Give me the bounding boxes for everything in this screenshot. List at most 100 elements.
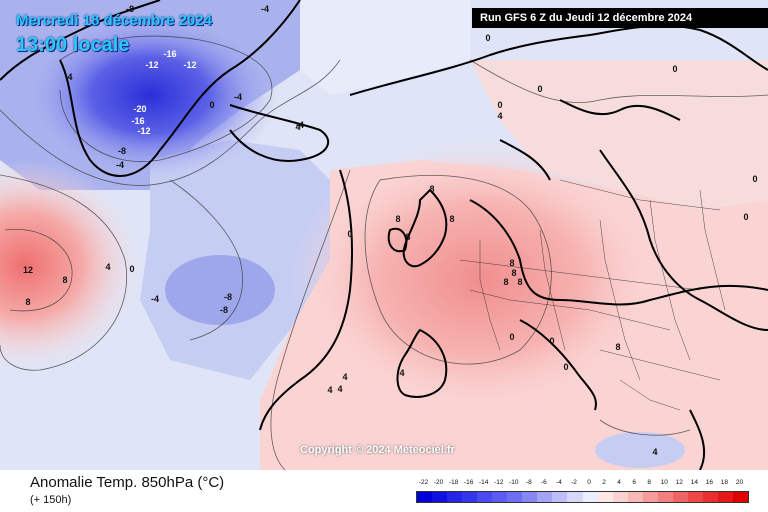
country-borders — [459, 179, 726, 411]
contour-value-label: 8 — [449, 214, 454, 224]
color-scale-swatch — [477, 492, 493, 502]
contour-value-label: 8 — [62, 275, 67, 285]
cold-core-greenland — [20, 10, 280, 180]
contour-value-label: 0 — [743, 212, 748, 222]
contour-value-label: -4 — [116, 160, 124, 170]
copyright-notice: Copyright © 2024 Meteociel.fr — [300, 444, 455, 456]
contour-value-label: 0 — [672, 64, 677, 74]
cold-zone-north-east — [300, 0, 470, 95]
color-scale-label: 4 — [617, 479, 621, 486]
contour-value-label: -4 — [296, 120, 304, 130]
color-scale-label: 0 — [587, 479, 591, 486]
color-scale-label: -8 — [525, 479, 532, 486]
contour-value-label: 0 — [563, 362, 568, 372]
color-scale-label: -18 — [448, 479, 459, 486]
contour-value-label: 4 — [327, 385, 332, 395]
contour-value-label: 8 — [509, 258, 514, 268]
color-scale-label: 2 — [602, 479, 606, 486]
contour-value-label: 0 — [509, 332, 514, 342]
contour-value-labels: -8 -4-16-12 -12-20-16-12-8-4-40-404 04-8-8-… — [23, 4, 758, 457]
contour-value-label: 8 — [429, 184, 434, 194]
cold-patch-balkans — [595, 432, 685, 468]
color-scale-label: -16 — [463, 479, 474, 486]
color-scale-swatch — [717, 492, 734, 502]
contour-value-label: 4 — [105, 262, 110, 272]
contour-value-label: -12 — [183, 60, 196, 70]
color-scale-label: -22 — [418, 479, 429, 486]
contour-value-label: 0 — [209, 100, 214, 110]
contour-value-label: -8 — [118, 146, 126, 156]
color-scale-swatch — [582, 492, 599, 502]
contour-value-label: 8 — [511, 268, 516, 278]
color-scale-label: 12 — [675, 479, 683, 486]
contour-value-label: -12 — [137, 126, 150, 136]
contour-value-label: -8 — [126, 4, 134, 14]
color-scale-swatch — [417, 492, 433, 502]
contour-value-label: -4 — [234, 92, 242, 102]
color-scale-swatch — [672, 492, 689, 502]
contour-value-label: 8 — [517, 277, 522, 287]
color-scale-swatch — [687, 492, 704, 502]
contour-value-label: 0 — [485, 33, 490, 43]
contour-value-label: 8 — [405, 232, 410, 242]
contour-lines — [0, 35, 768, 470]
contour-value-label: 8 — [503, 277, 508, 287]
color-scale-label: 20 — [735, 479, 744, 486]
contour-value-label: -16 — [131, 116, 144, 126]
color-scale-label: -12 — [494, 479, 504, 486]
color-scale-swatch — [507, 492, 523, 502]
color-scale-label: 14 — [690, 479, 698, 486]
color-scale-label: 16 — [705, 479, 713, 486]
contour-value-label: 4 — [652, 447, 657, 457]
temperature-anomaly-map: -8 -4-16-12 -12-20-16-12-8-4-40-404 04-8-8-… — [0, 0, 768, 470]
legend-bar: Anomalie Temp. 850hPa (°C) (+ 150h) -22-… — [0, 470, 768, 512]
contour-value-label: 0 — [752, 174, 757, 184]
forecast-date: Mercredi 18 décembre 2024 — [16, 12, 212, 29]
color-scale-swatch — [627, 492, 644, 502]
color-scale-swatch — [537, 492, 553, 502]
contour-value-label: 0 — [537, 84, 542, 94]
contour-value-label: 4 — [399, 368, 404, 378]
contour-value-label: 8 — [395, 214, 400, 224]
contour-value-label: 0 — [129, 264, 134, 274]
warm-zone-northeast — [470, 60, 768, 210]
color-scale-swatch — [657, 492, 674, 502]
map-title: Anomalie Temp. 850hPa (°C) — [30, 474, 225, 491]
color-scale-swatch — [642, 492, 659, 502]
contour-value-label: -16 — [163, 49, 176, 59]
color-scale-swatch — [732, 492, 749, 502]
color-scale-ticks: -22 -20 -18 -16 -14 -12 -10 -8 -6 -4 -2 0 2 4 6 8 10 12 14… — [416, 479, 749, 490]
color-scale — [416, 491, 749, 503]
color-scale-swatch — [702, 492, 719, 502]
forecast-lead-time: (+ 150h) — [30, 494, 72, 506]
color-scale-label: 6 — [632, 479, 636, 486]
color-scale-label: 10 — [660, 479, 668, 486]
model-run-banner: Run GFS 6 Z du Jeudi 12 décembre 2024 — [472, 8, 768, 28]
color-scale-swatch — [597, 492, 614, 502]
color-scale-label: -6 — [540, 479, 547, 486]
contour-value-label: 0 — [347, 229, 352, 239]
contour-value-label: -20 — [133, 104, 146, 114]
contour-value-label: 4 — [337, 384, 342, 394]
color-scale-swatch — [567, 492, 583, 502]
contour-value-label: 0 — [549, 336, 554, 346]
contour-value-label: 4 — [67, 72, 72, 82]
contour-value-label: 4 — [295, 122, 300, 132]
color-scale-label: -20 — [433, 479, 444, 486]
color-scale-swatch — [522, 492, 538, 502]
contour-value-label: 0 — [497, 100, 502, 110]
contour-value-label: -8 — [220, 305, 228, 315]
coastlines — [0, 0, 768, 470]
contour-value-label: 8 — [615, 342, 620, 352]
color-scale-label: -4 — [556, 479, 562, 486]
contour-value-label: -4 — [261, 4, 269, 14]
contour-value-label: 4 — [497, 111, 502, 121]
color-scale-label: -10 — [509, 479, 519, 486]
color-scale-label: 18 — [720, 479, 729, 486]
contour-value-label: 12 — [23, 265, 33, 275]
forecast-local-time: 13:00 locale — [16, 34, 130, 56]
contour-value-label: -12 — [145, 60, 158, 70]
color-scale-label: -2 — [571, 479, 577, 486]
contour-value-label: -8 — [224, 292, 232, 302]
